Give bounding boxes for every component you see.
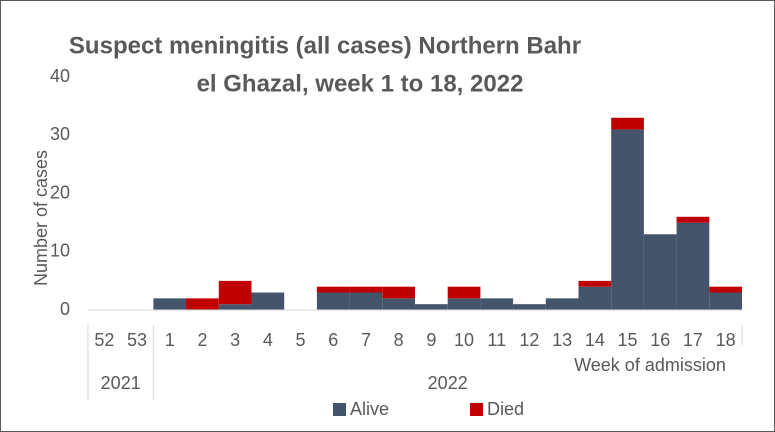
x-tick-label: 9 [426,330,436,350]
bar-segment [578,280,612,287]
x-tick-label: 14 [585,330,605,350]
x-tick-label: 3 [230,330,240,350]
bar-segment [513,304,546,310]
bar-segment [578,286,612,310]
bar-segment [382,298,415,310]
legend-swatch [333,403,346,416]
y-tick-label: 10 [50,241,70,261]
group-label: 2021 [101,373,141,393]
bar-segment [218,280,252,305]
x-tick-label: 15 [618,330,638,350]
bar-segment [349,286,383,293]
bar-segment [643,234,677,310]
x-tick-label: 12 [519,330,539,350]
x-tick-label: 17 [683,330,703,350]
x-tick-label: 6 [328,330,338,350]
bar-segment [415,304,448,310]
legend-label: Died [487,399,524,419]
x-tick-label: 4 [263,330,273,350]
x-tick-label: 16 [650,330,670,350]
legend-swatch [470,403,483,416]
x-tick-label: 2 [197,330,207,350]
chart-title: Suspect meningitis (all cases) Northern … [69,32,581,59]
bar-segment [349,292,383,310]
chart-title: el Ghazal, week 1 to 18, 2022 [197,70,524,97]
x-axis-label: Week of admission [574,355,726,375]
bar-segment [186,298,219,310]
x-tick-label: 10 [454,330,474,350]
bar-segment [611,117,644,130]
x-tick-label: 18 [716,330,736,350]
bar-segment [251,292,285,310]
y-axis-label: Number of cases [31,150,51,286]
bar-segment [611,129,644,310]
x-tick-label: 8 [394,330,404,350]
bar-segment [447,298,481,310]
x-tick-label: 11 [487,330,506,350]
x-tick-label: 5 [296,330,306,350]
y-tick-label: 40 [50,66,70,86]
legend-label: Alive [350,399,389,419]
x-tick-label: 13 [552,330,572,350]
bar-segment [676,216,710,223]
group-label: 2022 [428,373,468,393]
bar-segment [709,292,742,310]
bar-segment [382,286,415,299]
y-tick-label: 20 [50,182,70,202]
bar-segment [480,298,514,310]
bar-segment [153,298,187,310]
x-tick-label: 7 [361,330,371,350]
bar-segment [316,292,350,310]
bar-segment [316,286,350,293]
bar-segment [218,304,252,310]
bar-segment [545,298,579,310]
x-tick-label: 1 [165,330,175,350]
x-tick-label: 52 [94,330,114,350]
y-tick-label: 30 [50,124,70,144]
bar-segment [676,222,710,310]
y-tick-label: 0 [60,299,70,319]
x-tick-label: 53 [127,330,147,350]
bar-segment [709,286,742,293]
bar-segment [447,286,481,299]
